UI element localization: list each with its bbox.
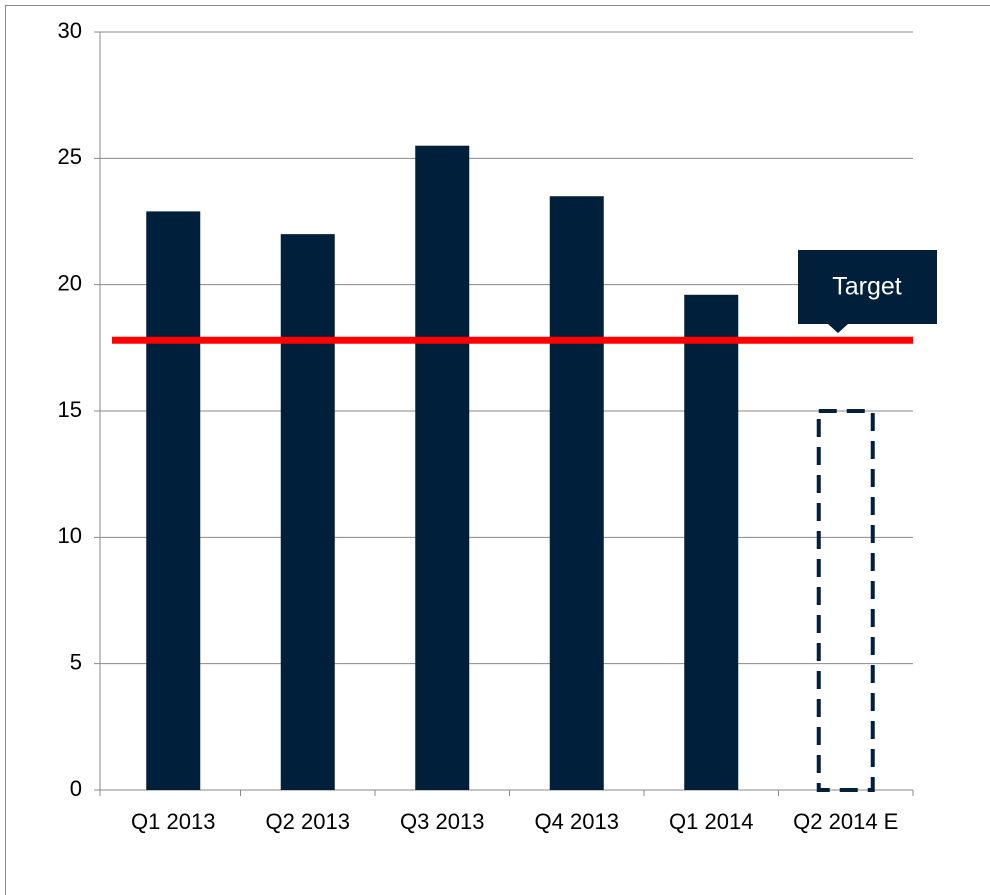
y-tick-label: 10 <box>58 523 82 548</box>
x-tick-label: Q1 2013 <box>131 809 215 834</box>
bar <box>146 211 201 791</box>
bar <box>415 145 470 790</box>
y-tick-label: 0 <box>70 776 82 801</box>
x-tick-label: Q3 2013 <box>400 809 484 834</box>
target-label: Target <box>832 273 902 301</box>
y-tick-label: 5 <box>70 649 82 674</box>
y-tick-label: 15 <box>58 397 82 422</box>
bar <box>684 294 739 790</box>
estimate-bar <box>816 409 875 792</box>
bar <box>549 196 604 790</box>
bar <box>280 234 335 791</box>
target-callout <box>798 250 937 333</box>
x-tick-label: Q1 2014 <box>669 809 753 834</box>
frame <box>5 5 990 895</box>
y-tick-label: 25 <box>58 144 82 169</box>
y-tick-label: 20 <box>58 270 82 295</box>
x-tick-label: Q2 2013 <box>266 809 350 834</box>
x-tick-label: Q4 2013 <box>535 809 619 834</box>
x-tick-label: Q2 2014 E <box>793 809 898 834</box>
y-tick-label: 30 <box>58 18 82 43</box>
